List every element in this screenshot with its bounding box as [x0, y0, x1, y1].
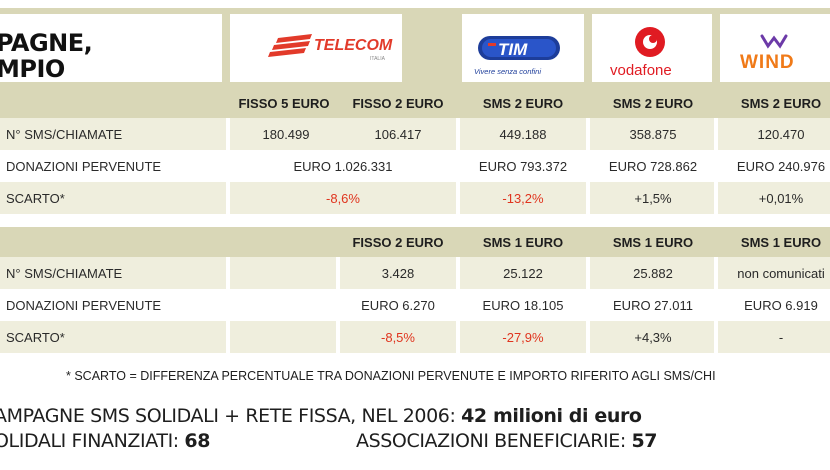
- vodafone-logo-text: vodafone: [610, 62, 672, 79]
- page-title: PAGNE, MPIO: [0, 29, 93, 83]
- table2-header-wind: SMS 1 EURO: [740, 234, 822, 250]
- table1-cell: +0,01%: [758, 190, 804, 206]
- telecom-logo-text: TELECOM: [314, 37, 393, 54]
- table2-cell: -8,5%: [381, 329, 415, 345]
- title-box: PAGNE, MPIO: [0, 14, 222, 82]
- table1-header-vodafone: SMS 2 EURO: [612, 95, 694, 111]
- summary-line-1: AMPAGNE SMS SOLIDALI + RETE FISSA, NEL 2…: [0, 405, 642, 427]
- table2-cell: EURO 6.919: [744, 297, 818, 313]
- table1-header-wind: SMS 2 EURO: [740, 95, 822, 111]
- table2-row-label: SCARTO*: [6, 329, 65, 345]
- table1-header-row: FISSO 5 EURO FISSO 2 EURO SMS 2 EURO SMS…: [0, 88, 830, 118]
- table1-cell: 120.470: [757, 126, 805, 142]
- wind-logo-text: WIND: [740, 52, 795, 73]
- tim-logo: TIM Vivere senza confini: [462, 14, 584, 82]
- table2-cell: 3.428: [381, 265, 415, 281]
- summary-line-2-right-text: ASSOCIAZIONI BENEFICIARIE:: [356, 430, 632, 452]
- table1-cell-merged: EURO 1.026.331: [293, 158, 393, 174]
- table1-row-label: DONAZIONI PERVENUTE: [6, 158, 162, 174]
- table1-row-label: N° SMS/CHIAMATE: [6, 126, 123, 142]
- table2-cell: +4,3%: [634, 329, 672, 345]
- table1-row-label: SCARTO*: [6, 190, 65, 206]
- table1-row-sms: N° SMS/CHIAMATE 180.499 106.417 449.188 …: [0, 118, 830, 150]
- table1-cell: EURO 728.862: [608, 158, 698, 174]
- table2-cell: EURO 18.105: [482, 297, 564, 313]
- telecom-logo: TELECOM ITALIA: [230, 14, 402, 82]
- footnote: * SCARTO = DIFFERENZA PERCENTUALE TRA DO…: [66, 369, 716, 383]
- wind-logo: WIND: [720, 14, 830, 82]
- table1-cell: 106.417: [374, 126, 422, 142]
- table2-row-scarto: SCARTO* -8,5% -27,9% +4,3% -: [0, 321, 830, 353]
- table2-cell: EURO 6.270: [361, 297, 435, 313]
- telecom-logo-sub: ITALIA: [370, 56, 386, 62]
- table2-row-label: N° SMS/CHIAMATE: [6, 265, 123, 281]
- table2-row-label: DONAZIONI PERVENUTE: [6, 297, 162, 313]
- title-line-2: MPIO: [0, 55, 65, 83]
- table1-row-scarto: SCARTO* -8,6% -13,2% +1,5% +0,01%: [0, 182, 830, 214]
- table1-header-fisso2: FISSO 2 EURO: [352, 95, 444, 111]
- table1-cell: 180.499: [262, 126, 310, 142]
- table2-cell: -: [778, 329, 784, 345]
- table1-cell: -13,2%: [502, 190, 544, 206]
- summary-line-2-left: OLIDALI FINANZIATI: 68: [0, 430, 210, 452]
- vodafone-logo-graphic: vodafone: [610, 27, 672, 79]
- telecom-logo-graphic: TELECOM ITALIA: [268, 34, 393, 62]
- table1-header-fisso5: FISSO 5 EURO: [238, 95, 330, 111]
- tim-logo-graphic: TIM Vivere senza confini: [474, 36, 560, 76]
- table1-header-tim: SMS 2 EURO: [482, 95, 564, 111]
- table1-cell: EURO 793.372: [478, 158, 568, 174]
- table1-cell-merged: -8,6%: [326, 190, 360, 206]
- wind-logo-graphic: WIND: [740, 34, 795, 73]
- table2-cell: non comunicati: [737, 265, 825, 281]
- tim-logo-sub: Vivere senza confini: [474, 67, 541, 76]
- summary-line-2-left-text: OLIDALI FINANZIATI:: [0, 430, 185, 452]
- summary-line-2-right: ASSOCIAZIONI BENEFICIARIE: 57: [356, 430, 658, 452]
- table2-row-sms: N° SMS/CHIAMATE 3.428 25.122 25.882 non …: [0, 257, 830, 289]
- table1-cell: 358.875: [629, 126, 677, 142]
- table1-cell: 449.188: [499, 126, 547, 142]
- table2-row-donazioni: DONAZIONI PERVENUTE EURO 6.270 EURO 18.1…: [0, 289, 830, 321]
- summary-line-2-left-value: 68: [184, 430, 211, 452]
- table2-header-tim: SMS 1 EURO: [482, 234, 564, 250]
- table2-header-row: FISSO 2 EURO SMS 1 EURO SMS 1 EURO SMS 1…: [0, 227, 830, 257]
- table2-cell: 25.122: [503, 265, 543, 281]
- table2-header-fisso2: FISSO 2 EURO: [352, 234, 444, 250]
- table2-cell: 25.882: [633, 265, 673, 281]
- table1-cell: EURO 240.976: [736, 158, 826, 174]
- vodafone-logo: vodafone: [592, 14, 712, 82]
- summary-line-2-right-value: 57: [631, 430, 658, 452]
- summary-line-1-value: 42 milioni di euro: [461, 405, 642, 427]
- table2-cell: -27,9%: [502, 329, 544, 345]
- tim-logo-text: TIM: [498, 40, 528, 59]
- table1-row-donazioni: DONAZIONI PERVENUTE EURO 1.026.331 EURO …: [0, 150, 830, 182]
- title-line-1: PAGNE,: [0, 29, 93, 57]
- summary-line-1-text: AMPAGNE SMS SOLIDALI + RETE FISSA, NEL 2…: [0, 405, 462, 427]
- table2-cell: EURO 27.011: [613, 297, 693, 313]
- table1-cell: +1,5%: [634, 190, 672, 206]
- table2-header-vodafone: SMS 1 EURO: [612, 234, 694, 250]
